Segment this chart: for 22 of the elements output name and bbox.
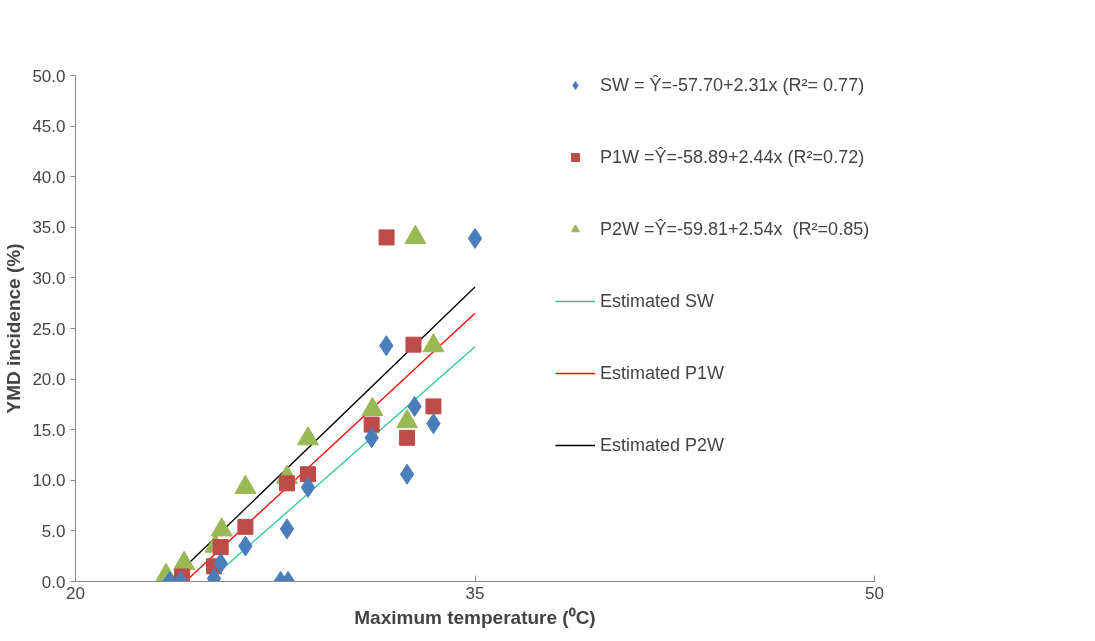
legend-label: P1W =Ŷ=-58.89+2.44x (R²=0.72) [600,145,866,169]
legend-label: Estimated P2W [600,433,726,457]
y-tick-label: 0.0 [41,572,66,592]
legend-label: Estimated P1W [600,361,726,385]
y-tick-label: 40.0 [32,167,66,187]
x-tick-label: 20 [66,583,85,603]
legend-label: SW = Ŷ=-57.70+2.31x (R²= 0.77) [600,74,866,97]
y-tick-label: 45.0 [32,117,66,137]
y-tick-label: 50.0 [32,66,66,86]
y-tick-label: 10.0 [32,471,66,491]
y-axis-title: YMD incidence (%) [3,243,25,414]
y-tick-label: 20.0 [32,370,66,390]
y-tick-label: 5.0 [41,521,66,541]
x-tick-label: 50 [865,583,884,603]
x-tick-label: 35 [465,583,485,603]
y-tick-label: 25.0 [32,319,66,339]
y-tick-label: 35.0 [32,218,66,238]
legend-label: P2W =Ŷ=-59.81+2.54x (R²=0.85) [600,217,871,241]
legend-label: Estimated SW [600,289,716,313]
y-tick-label: 30.0 [32,268,66,288]
y-tick-label: 15.0 [32,420,66,440]
x-axis-title: Maximum temperature (⁰C) [354,606,596,628]
